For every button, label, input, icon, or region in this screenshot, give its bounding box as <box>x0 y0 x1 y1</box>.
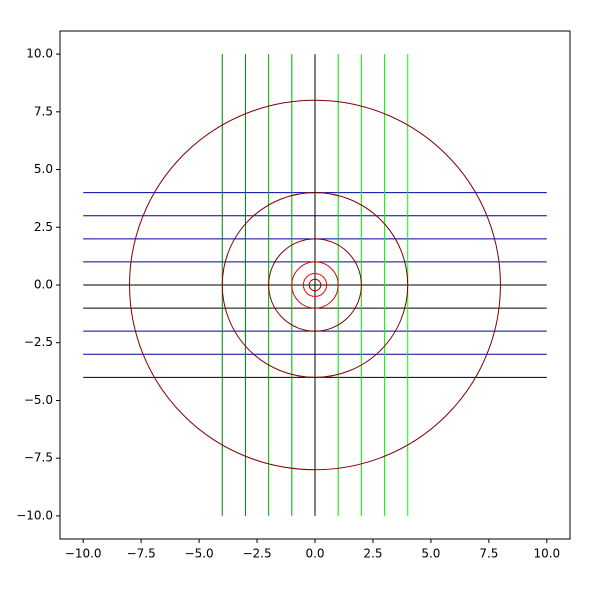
circle <box>291 261 339 309</box>
x-tick-label: −7.5 <box>127 547 156 561</box>
circle <box>221 192 409 378</box>
plot-frame <box>59 30 571 540</box>
x-tick-label: 0.0 <box>305 547 324 561</box>
x-tick-label: 7.5 <box>479 547 498 561</box>
y-tick-label: 5.0 <box>34 162 53 176</box>
x-tick-label: 10.0 <box>533 547 560 561</box>
x-tick-label: −2.5 <box>242 547 271 561</box>
y-tick-label: 7.5 <box>34 104 53 118</box>
y-tick-label: 0.0 <box>34 278 53 292</box>
x-tick-label: 2.5 <box>363 547 382 561</box>
y-tick-label: −5.0 <box>24 393 53 407</box>
circle <box>268 238 362 332</box>
circle <box>308 278 322 292</box>
x-tick-label: −10.0 <box>65 547 102 561</box>
y-tick-label: 10.0 <box>26 47 53 61</box>
circle <box>302 272 328 298</box>
x-tick-label: 5.0 <box>421 547 440 561</box>
y-tick-label: −2.5 <box>24 335 53 349</box>
y-tick-label: −10.0 <box>16 508 53 522</box>
x-tick-label: −5.0 <box>185 547 214 561</box>
y-tick-label: −7.5 <box>24 451 53 465</box>
circle <box>129 99 501 471</box>
y-tick-label: 2.5 <box>34 220 53 234</box>
